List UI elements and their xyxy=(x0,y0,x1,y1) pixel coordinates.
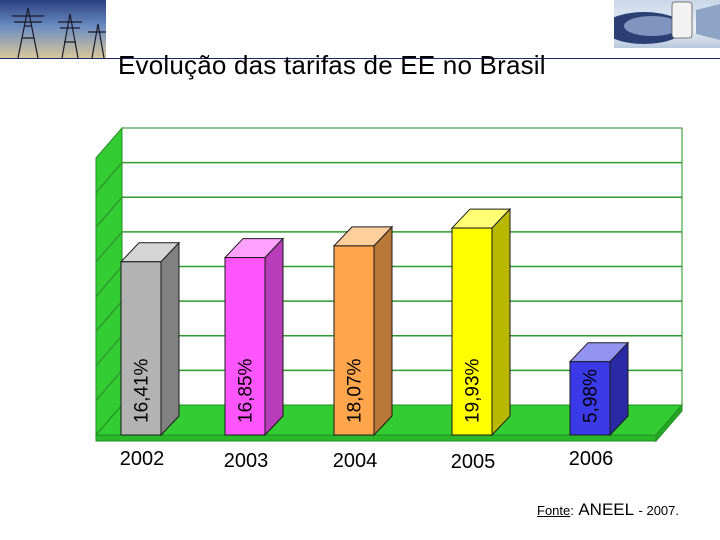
x-tick-label: 2003 xyxy=(224,450,269,472)
chart-gridline-side xyxy=(95,266,123,297)
header-rule-left xyxy=(0,58,720,59)
chart-gridline-side xyxy=(95,231,123,263)
chart-gridline-side xyxy=(95,162,123,194)
chart-x-ticks: 2002 2003 2004 2005 2006 xyxy=(120,448,614,473)
chart-gridline-side xyxy=(95,300,123,332)
bar-front-face xyxy=(224,257,266,436)
bar-side-face xyxy=(373,225,393,437)
page-title: Evolução das tarifas de EE no Brasil xyxy=(118,50,546,80)
transmission-tower-photo-icon xyxy=(0,0,106,58)
bar-side-face xyxy=(264,237,284,437)
chart-floor-edge-side xyxy=(655,403,683,443)
bar-data-label: 18,07% xyxy=(345,358,366,423)
chart-bars: 16,41% 16,85% 18,07% 19,93% 5,98% xyxy=(119,207,630,437)
bar-front-face xyxy=(569,361,611,436)
bar-side-face xyxy=(160,241,180,437)
x-tick-label: 2004 xyxy=(333,450,378,472)
bar-front-face xyxy=(451,227,493,436)
bar-side-face xyxy=(491,207,511,437)
chart-floor-edge xyxy=(95,434,657,442)
x-tick-label: 2002 xyxy=(120,448,165,470)
gas-pipeline-photo-icon xyxy=(614,0,720,48)
bar-2003: 16,85% xyxy=(223,237,285,437)
source-note: Fonte: ANEEL - 2007. xyxy=(537,500,679,520)
x-tick-label: 2006 xyxy=(569,448,614,470)
bar-front-face xyxy=(120,261,162,436)
bar-data-label: 5,98% xyxy=(581,369,602,423)
x-tick-label: 2005 xyxy=(451,451,496,473)
bar-front-face xyxy=(333,245,375,436)
bar-data-label: 19,93% xyxy=(463,358,484,423)
source-separator: : xyxy=(570,503,574,518)
bar-2002: 16,41% xyxy=(119,241,181,437)
bar-data-label: 16,85% xyxy=(236,358,257,423)
bar-2006: 5,98% xyxy=(568,341,630,437)
chart-gridline-side xyxy=(95,196,123,228)
chart-gridline-side xyxy=(95,335,123,367)
source-label: Fonte xyxy=(537,503,571,518)
source-organization: ANEEL xyxy=(578,500,635,519)
bar-2005: 19,93% xyxy=(450,207,512,437)
bar-data-label: 16,41% xyxy=(132,358,153,423)
chart-gridline-side xyxy=(95,369,123,401)
source-year: - 2007. xyxy=(638,503,680,518)
bar-2004: 18,07% xyxy=(332,225,394,437)
